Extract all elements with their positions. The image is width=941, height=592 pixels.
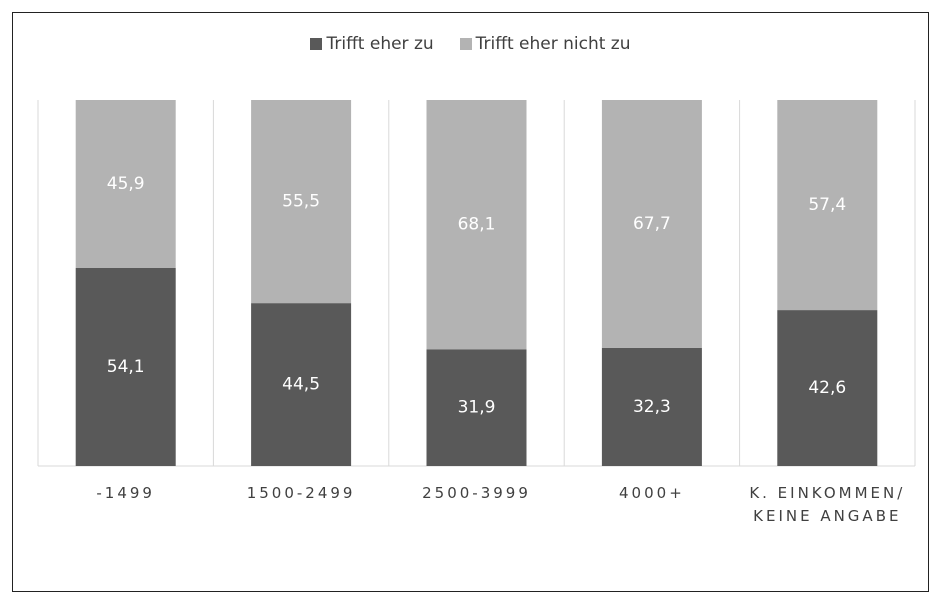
- data-label: 57,4: [808, 195, 846, 215]
- data-label: 68,1: [458, 215, 496, 235]
- bar-segment: [251, 100, 352, 304]
- legend-swatch: [310, 38, 323, 50]
- x-tick-label: 2500-3999: [422, 484, 531, 502]
- bar-segment: [251, 303, 352, 466]
- data-label: 45,9: [107, 174, 145, 194]
- data-label: 55,5: [282, 192, 320, 212]
- bar-segment: [426, 349, 527, 466]
- chart: 54,1 45,9 44,5 55,5 31,9 68,1 32,3 67,7 42,6 57,4: [37, 100, 916, 467]
- page: Trifft eher zu Trifft eher nicht zu 54,1 4…: [0, 12, 941, 592]
- bar-segment: [601, 347, 702, 466]
- legend-item: Trifft eher nicht zu: [459, 34, 631, 54]
- x-tick-label: 4000+: [619, 484, 685, 502]
- x-tick-label: 1500-2499: [246, 484, 356, 502]
- data-label: 31,9: [458, 398, 496, 418]
- legend: Trifft eher zu Trifft eher nicht zu: [0, 34, 941, 54]
- legend-swatch: [459, 38, 472, 50]
- legend-label: Trifft eher zu: [326, 34, 434, 54]
- bar-segment: [75, 100, 176, 268]
- bar-segment: [777, 100, 878, 311]
- legend-label: Trifft eher nicht zu: [475, 34, 631, 54]
- x-tick-label: -1499: [96, 484, 155, 502]
- data-label: 42,6: [808, 378, 846, 398]
- data-label: 44,5: [282, 375, 320, 395]
- bar-segment: [75, 267, 176, 466]
- x-tick-label: K. EINKOMMEN/ KEINE ANGABE: [749, 484, 906, 525]
- bar-segment: [426, 100, 527, 350]
- data-label: 32,3: [633, 397, 671, 417]
- legend-item: Trifft eher zu: [310, 34, 434, 54]
- data-label: 54,1: [107, 357, 145, 377]
- bar-segment: [601, 100, 702, 348]
- data-label: 67,7: [633, 214, 671, 234]
- bar-segment: [777, 310, 878, 466]
